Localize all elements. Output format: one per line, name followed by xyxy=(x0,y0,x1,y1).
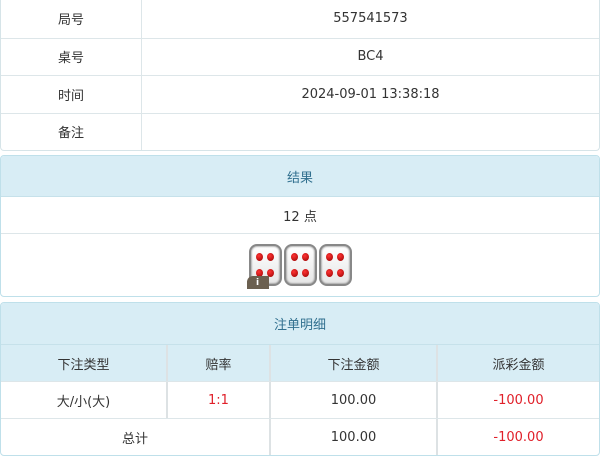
table-number: BC4 xyxy=(357,49,384,65)
table-row: 大/小(大) 1:1 100.00 -100.00 xyxy=(1,381,599,418)
pip xyxy=(302,253,310,262)
result-title: 结果 xyxy=(1,156,599,197)
pip xyxy=(267,253,275,262)
round-info-table: 局号 557541573 桌号 BC4 时间 2024-09-01 13:38:18 … xyxy=(0,0,600,151)
result-points: 12 点 xyxy=(1,197,599,234)
col-payout: 派彩金额 xyxy=(436,345,599,381)
pip xyxy=(290,253,298,262)
remark xyxy=(142,114,599,151)
odds: 1:1 xyxy=(166,382,269,418)
pip xyxy=(267,268,275,277)
round-number: 557541573 xyxy=(333,11,408,27)
info-row-table: 桌号 BC4 xyxy=(1,37,599,75)
info-row-round: 局号 557541573 xyxy=(1,0,599,38)
pip xyxy=(337,253,345,262)
pip xyxy=(337,268,345,277)
pip xyxy=(255,268,263,277)
pip xyxy=(325,253,333,262)
col-bet-type: 下注类型 xyxy=(57,357,110,373)
total-label: 总计 xyxy=(121,432,148,447)
info-row-time: 时间 2024-09-01 13:38:18 xyxy=(1,75,599,113)
info-icon[interactable]: i xyxy=(246,276,269,289)
bet-table-header: 下注类型 赔率 下注金额 派彩金额 xyxy=(1,345,599,381)
pip xyxy=(325,268,333,277)
time: 2024-09-01 13:38:18 xyxy=(301,86,440,102)
bet-type: 大/小(大) xyxy=(56,394,111,410)
label: 桌号 xyxy=(1,38,142,75)
bet-details-panel: 注单明细 下注类型 赔率 下注金额 派彩金额 大/小(大) 1:1 100.00… xyxy=(0,302,600,456)
label: 时间 xyxy=(1,76,142,113)
pip xyxy=(302,268,310,277)
col-bet-amount: 下注金额 xyxy=(269,345,436,381)
label: 备注 xyxy=(1,113,142,150)
die-face-4 xyxy=(318,244,352,286)
total-row: 总计 100.00 -100.00 xyxy=(1,418,599,455)
dice-group[interactable]: i xyxy=(246,244,352,289)
die-face-4 xyxy=(283,244,317,286)
col-odds: 赔率 xyxy=(166,345,269,381)
pip xyxy=(290,268,298,277)
label: 局号 xyxy=(1,0,142,38)
bet-amount: 100.00 xyxy=(269,382,436,418)
pip xyxy=(255,253,263,262)
result-panel: 结果 12 点 i xyxy=(0,155,600,297)
total-amount: 100.00 xyxy=(269,419,436,455)
payout: -100.00 xyxy=(436,382,599,418)
bet-details-title: 注单明细 xyxy=(1,303,599,345)
total-payout: -100.00 xyxy=(436,419,599,455)
info-row-remark: 备注 xyxy=(1,112,599,151)
